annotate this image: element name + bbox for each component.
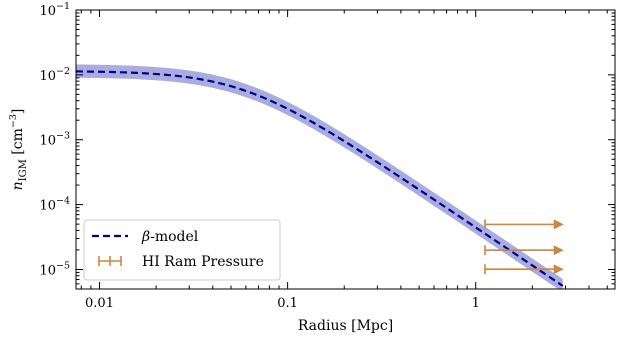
- legend-label-hi-ram-pressure: HI Ram Pressure: [142, 254, 264, 270]
- legend: β-model HI Ram Pressure: [83, 219, 281, 281]
- y-tick-label: 10−5: [39, 260, 70, 278]
- y-axis-label: nIGM [cm−3]: [8, 109, 29, 191]
- x-tick-labels: 0.01 0.1 1: [85, 296, 480, 311]
- y-tick-label: 10−2: [39, 66, 70, 84]
- limit-arrow-2: [484, 245, 564, 256]
- legend-box: [83, 219, 281, 281]
- limit-arrows-layer: [484, 219, 564, 275]
- arrow-head: [553, 219, 564, 230]
- legend-errorbar-swatch: [98, 256, 122, 266]
- arrow-head: [553, 264, 564, 275]
- arrow-head: [553, 245, 564, 256]
- x-tick-label: 1: [472, 296, 480, 311]
- legend-label-model: β-model: [141, 229, 199, 245]
- beta-model-line: [76, 70, 564, 287]
- y-tick-label: 10−4: [39, 196, 70, 214]
- limit-arrow-1: [484, 219, 564, 230]
- y-tick-label: 10−1: [39, 1, 70, 19]
- y-tick-label: 10−3: [39, 131, 70, 149]
- x-tick-label: 0.01: [85, 296, 114, 311]
- x-axis-label: Radius [Mpc]: [298, 318, 393, 334]
- model-line-layer: [76, 70, 564, 287]
- tick-layer: [76, 9, 615, 290]
- x-tick-label: 0.1: [277, 296, 298, 311]
- y-tick-labels: 10−5 10−4 10−3 10−2 10−1: [39, 1, 70, 278]
- limit-arrow-3: [484, 264, 564, 275]
